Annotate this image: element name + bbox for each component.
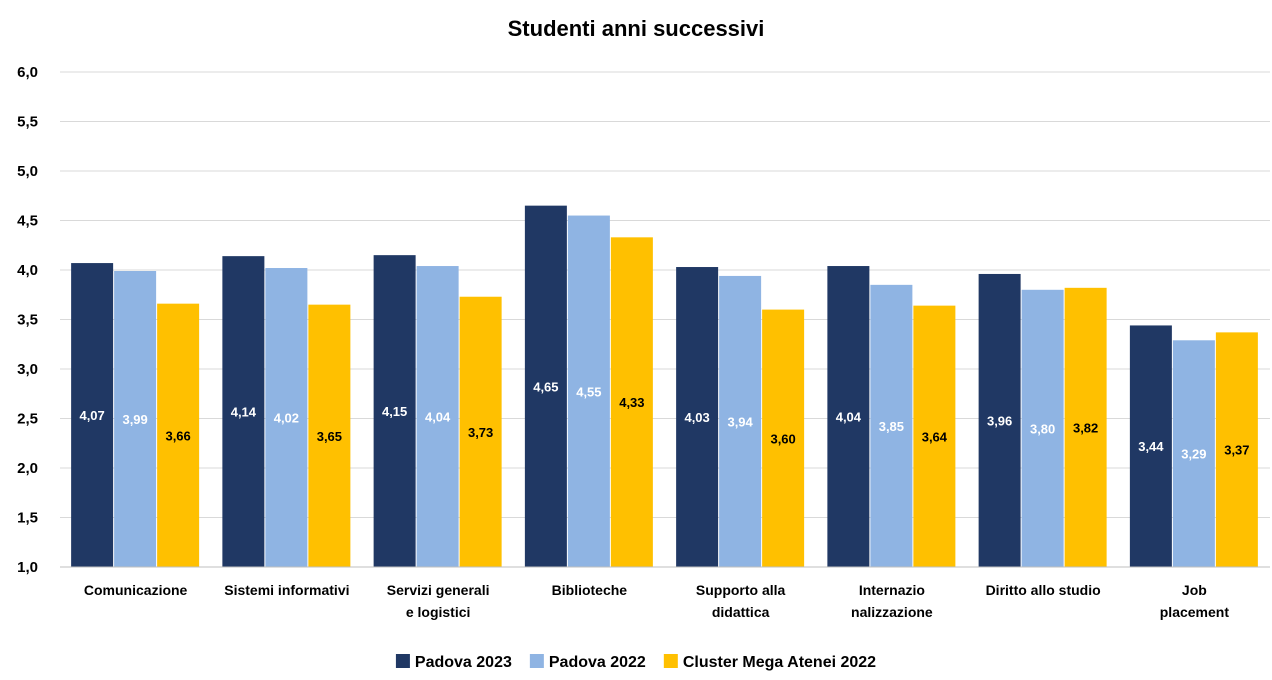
bar (1215, 332, 1258, 567)
data-label: 4,55 (576, 384, 601, 399)
data-label: 3,80 (1030, 421, 1055, 436)
data-label: 3,60 (770, 431, 795, 446)
bar (610, 237, 653, 567)
data-label: 3,65 (317, 429, 342, 444)
bar (913, 305, 956, 567)
y-tick-label: 3,5 (17, 312, 38, 329)
bar (459, 296, 502, 567)
y-tick-label: 4,5 (17, 213, 38, 230)
y-tick-label: 2,5 (17, 411, 38, 428)
x-tick-label: Supporto alla (696, 582, 786, 598)
bar (265, 268, 308, 567)
data-label: 3,73 (468, 425, 493, 440)
x-tick-label: e logistici (406, 604, 471, 620)
chart-title: Studenti anni successivi (508, 16, 765, 41)
data-label: 4,33 (619, 395, 644, 410)
data-label: 4,65 (533, 379, 558, 394)
data-label: 3,96 (987, 413, 1012, 428)
data-label: 3,99 (122, 412, 147, 427)
data-label: 3,94 (727, 414, 753, 429)
x-tick-label: Biblioteche (552, 582, 628, 598)
data-label: 4,14 (231, 405, 257, 420)
x-tick-label: Diritto allo studio (986, 582, 1101, 598)
data-label: 4,04 (425, 410, 451, 425)
bar (567, 215, 610, 568)
data-label: 4,15 (382, 404, 407, 419)
bar (416, 266, 459, 567)
bar (71, 263, 114, 567)
legend-swatch (395, 654, 410, 668)
y-tick-label: 2,0 (17, 460, 38, 477)
y-tick-label: 1,5 (17, 510, 38, 527)
x-tick-label: Servizi generali (387, 582, 490, 598)
legend-label: Cluster Mega Atenei 2022 (683, 654, 876, 671)
legend-label: Padova 2022 (549, 654, 646, 671)
bar (157, 303, 200, 567)
y-tick-label: 6,0 (17, 64, 38, 81)
data-label: 3,66 (165, 428, 190, 443)
y-tick-label: 5,5 (17, 114, 38, 131)
y-tick-label: 1,0 (17, 559, 38, 576)
legend-swatch (529, 654, 544, 668)
data-label: 3,85 (879, 419, 904, 434)
legend-label: Padova 2023 (415, 654, 512, 671)
legend-item: Cluster Mega Atenei 2022 (663, 654, 876, 671)
bar (373, 255, 416, 567)
x-tick-label: Internazio (859, 582, 925, 598)
data-label: 3,82 (1073, 420, 1098, 435)
data-label: 3,29 (1181, 447, 1206, 462)
bar (1129, 325, 1172, 567)
data-label: 4,04 (836, 410, 862, 425)
data-label: 3,64 (922, 429, 948, 444)
y-tick-label: 5,0 (17, 163, 38, 180)
bar (827, 266, 870, 567)
bar (524, 205, 567, 567)
data-label: 3,44 (1138, 439, 1164, 454)
data-label: 4,07 (79, 408, 104, 423)
y-tick-label: 4,0 (17, 262, 38, 279)
y-tick-label: 3,0 (17, 361, 38, 378)
data-label: 4,03 (684, 410, 709, 425)
bar (308, 304, 351, 567)
bar (762, 309, 805, 567)
x-tick-label: Job (1182, 582, 1207, 598)
bar (719, 275, 762, 567)
bar (676, 267, 719, 567)
bar (114, 270, 157, 567)
x-tick-label: Sistemi informativi (224, 582, 349, 598)
legend-item: Padova 2023 (395, 654, 512, 671)
legend: Padova 2023 Padova 2022 Cluster Mega Atene… (395, 654, 876, 671)
x-tick-label: nalizzazione (851, 604, 933, 620)
x-tick-label: didattica (712, 604, 770, 620)
x-tick-label: placement (1160, 604, 1230, 620)
bars: 4,07 3,99 3,66 4,14 4,02 3,65 4,15 4,04 3,73 4,65… (71, 205, 1258, 568)
bar (870, 284, 913, 567)
bar (1064, 287, 1107, 567)
legend-swatch (663, 654, 678, 668)
legend-item: Padova 2022 (529, 654, 646, 671)
bar (1021, 289, 1064, 567)
bar (978, 273, 1021, 567)
bar (222, 256, 265, 567)
y-axis: 1,0 1,5 2,0 2,5 3,0 3,5 4,0 4,5 5,0 5,5 6,0 (17, 64, 38, 576)
data-label: 4,02 (274, 411, 299, 426)
x-axis: Comunicazione Sistemi informativi Servizi … (60, 566, 1270, 620)
bar (1172, 340, 1215, 567)
data-label: 3,37 (1224, 443, 1249, 458)
x-tick-label: Comunicazione (84, 582, 188, 598)
